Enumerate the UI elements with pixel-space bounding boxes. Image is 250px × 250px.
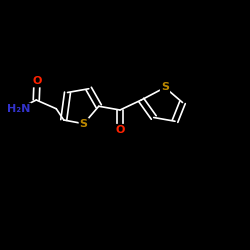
Text: H₂N: H₂N [7, 104, 30, 114]
Text: O: O [115, 125, 125, 135]
Text: S: S [161, 82, 169, 92]
Text: O: O [32, 76, 42, 86]
Text: S: S [80, 119, 88, 129]
